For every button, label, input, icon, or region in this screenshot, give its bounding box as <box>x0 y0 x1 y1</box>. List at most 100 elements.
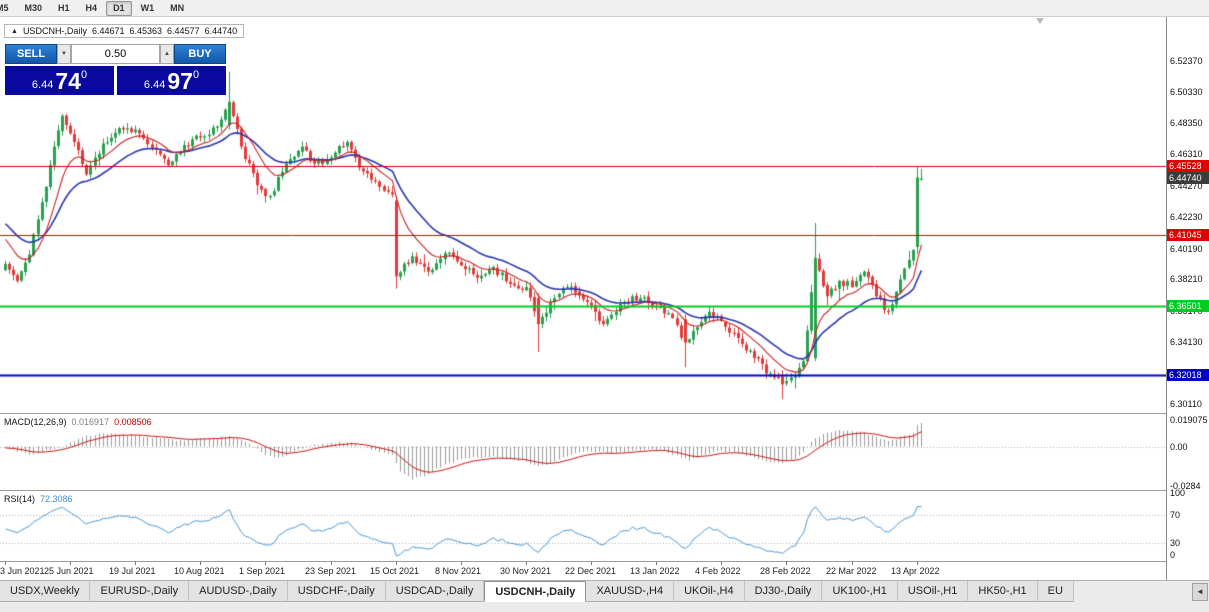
tab-usdcnh-daily[interactable]: USDCNH-,Daily <box>484 581 587 602</box>
rsi-indicator-canvas[interactable] <box>0 491 1166 561</box>
time-axis-label: 22 Mar 2022 <box>826 566 877 576</box>
rsi-axis-label: 100 <box>1170 488 1186 498</box>
time-axis[interactable]: 3 Jun 2021 25 Jun 2021 19 Jul 2021 10 Aug 2… <box>0 562 1166 580</box>
time-axis-tick <box>5 562 6 565</box>
tab-hk50-h1[interactable]: HK50-,H1 <box>968 581 1038 602</box>
tab-dj30-daily[interactable]: DJ30-,Daily <box>744 581 823 602</box>
timeframe-button-mn[interactable]: MN <box>170 2 185 13</box>
ohlc-open: 6.44671 <box>91 26 125 36</box>
tab-usoil-h1[interactable]: USOil-,H1 <box>897 581 969 602</box>
time-axis-tick <box>656 562 657 565</box>
tab-usdchf-daily[interactable]: USDCHF-,Daily <box>287 581 386 602</box>
price-axis-tick-label: 6.50330 <box>1170 87 1203 98</box>
bid-price-display[interactable]: 6.44 74 0 <box>5 66 114 95</box>
ohlc-close: 6.44740 <box>204 26 238 36</box>
time-axis-tick <box>721 562 722 565</box>
time-axis-tick <box>917 562 918 565</box>
time-axis-tick <box>786 562 787 565</box>
rsi-axis-label: 0 <box>1170 550 1176 560</box>
chart-shift-marker-icon <box>1036 18 1044 24</box>
volume-decrease-button[interactable]: ▼ <box>57 44 71 64</box>
ohlc-low: 6.44577 <box>167 26 200 36</box>
time-axis-label: 22 Dec 2021 <box>565 566 617 576</box>
time-axis-tick <box>526 562 527 565</box>
time-axis-label: 8 Nov 2021 <box>435 566 482 576</box>
tab-scroll-left-button[interactable]: ◄ <box>1192 583 1208 601</box>
timeframe-button-m5[interactable]: M5 <box>0 2 9 13</box>
chart-tab-bar: USDX,Weekly EURUSD-,Daily AUDUSD-,Daily USD… <box>0 580 1209 612</box>
collapse-panel-arrow-icon[interactable]: ▲ <box>11 27 18 35</box>
time-axis-label: 30 Nov 2021 <box>500 566 552 576</box>
chart-symbol-label: USDCNH-,Daily <box>22 26 87 36</box>
current-price-tag: 6.44740 <box>1167 172 1209 185</box>
time-axis-label: 19 Jul 2021 <box>109 566 156 576</box>
timeframe-button-h1[interactable]: H1 <box>58 2 70 13</box>
price-axis-tick-label: 6.40190 <box>1170 243 1203 254</box>
timeframe-button-w1[interactable]: W1 <box>140 2 155 13</box>
time-axis-label: 10 Aug 2021 <box>174 566 225 576</box>
chart-ohlc-header: ▲ USDCNH-,Daily 6.44671 6.45363 6.44577 … <box>4 24 245 38</box>
tab-eu[interactable]: EU <box>1037 581 1074 602</box>
ask-price-pipette: 0 <box>192 69 200 81</box>
time-axis-tick <box>265 562 266 565</box>
level-price-tag: 6.32018 <box>1167 368 1209 381</box>
ask-price-display[interactable]: 6.44 97 0 <box>117 66 226 95</box>
price-axis-tick-label: 6.30110 <box>1170 399 1202 410</box>
tab-xauusd-h4[interactable]: XAUUSD-,H4 <box>586 581 675 602</box>
panel-separator[interactable] <box>0 413 1209 414</box>
tab-eurusd-daily[interactable]: EURUSD-,Daily <box>90 581 190 602</box>
timeframe-button-h4[interactable]: H4 <box>85 2 98 13</box>
bid-price-prefix: 6.44 <box>31 79 54 91</box>
time-axis-label: 13 Jan 2022 <box>630 566 680 576</box>
panel-separator <box>0 561 1209 562</box>
timeframe-button-d1[interactable]: D1 <box>106 0 132 16</box>
price-axis-tick-label: 6.48350 <box>1170 117 1203 128</box>
bid-price-big-digits: 74 <box>55 68 81 94</box>
time-axis-tick <box>591 562 592 565</box>
time-axis-label: 25 Jun 2021 <box>44 566 94 576</box>
time-axis-label: 23 Sep 2021 <box>305 566 357 576</box>
macd-axis-label: -0.0284 <box>1170 481 1201 491</box>
buy-button[interactable]: BUY <box>174 44 226 64</box>
time-axis-tick <box>70 562 71 565</box>
tab-ukoil-h4[interactable]: UKOil-,H4 <box>674 581 745 602</box>
rsi-indicator-label: RSI(14) 72.3086 <box>4 494 73 504</box>
sell-button[interactable]: SELL <box>5 44 57 64</box>
macd-axis-label: 0.019075 <box>1170 415 1208 425</box>
time-axis-label: 4 Feb 2022 <box>695 566 741 576</box>
price-axis-tick-label: 6.52370 <box>1170 55 1203 66</box>
time-axis-label: 13 Apr 2022 <box>891 566 940 576</box>
price-axis-tick-label: 6.42230 <box>1170 212 1203 223</box>
volume-increase-button[interactable]: ▲ <box>160 44 174 64</box>
time-axis-label: 28 Feb 2022 <box>760 566 811 576</box>
time-axis-label: 15 Oct 2021 <box>370 566 420 576</box>
macd-axis-label: 0.00 <box>1170 441 1188 452</box>
macd-indicator-label: MACD(12,26,9) 0.016917 0.008506 <box>4 417 152 427</box>
price-axis-tick-label: 6.34130 <box>1170 337 1203 348</box>
tab-usdx-weekly[interactable]: USDX,Weekly <box>0 581 91 602</box>
time-axis-tick <box>135 562 136 565</box>
rsi-name: RSI(14) <box>4 494 36 504</box>
rsi-axis-label: 30 <box>1170 538 1181 549</box>
macd-indicator-canvas[interactable] <box>0 414 1166 490</box>
tab-usdcad-daily[interactable]: USDCAD-,Daily <box>385 581 485 602</box>
price-axis-tick-label: 6.46310 <box>1170 149 1203 160</box>
price-axis-tick-label: 6.38210 <box>1170 274 1203 285</box>
timeframe-button-m30[interactable]: M30 <box>24 2 43 13</box>
one-click-trade-panel: SELL ▼ 0.50 ▲ BUY 6.44 74 0 6.44 97 0 <box>5 44 226 95</box>
volume-input[interactable]: 0.50 <box>71 44 160 64</box>
time-axis-tick <box>852 562 853 565</box>
price-axis-tick-label: 6.44270 <box>1170 180 1203 191</box>
ask-price-prefix: 6.44 <box>143 79 166 91</box>
bid-price-pipette: 0 <box>80 69 88 81</box>
panel-separator[interactable] <box>0 490 1209 491</box>
time-axis-tick <box>200 562 201 565</box>
rsi-value: 72.3086 <box>40 494 73 504</box>
time-axis-tick <box>461 562 462 565</box>
ask-price-big-digits: 97 <box>167 68 193 94</box>
tab-audusd-daily[interactable]: AUDUSD-,Daily <box>189 581 288 602</box>
price-axis[interactable]: 6.52370 6.50330 6.48350 6.46310 6.44270 6.422… <box>1166 17 1209 580</box>
tab-uk100-h1[interactable]: UK100-,H1 <box>822 581 898 602</box>
rsi-axis-label: 70 <box>1170 509 1181 520</box>
